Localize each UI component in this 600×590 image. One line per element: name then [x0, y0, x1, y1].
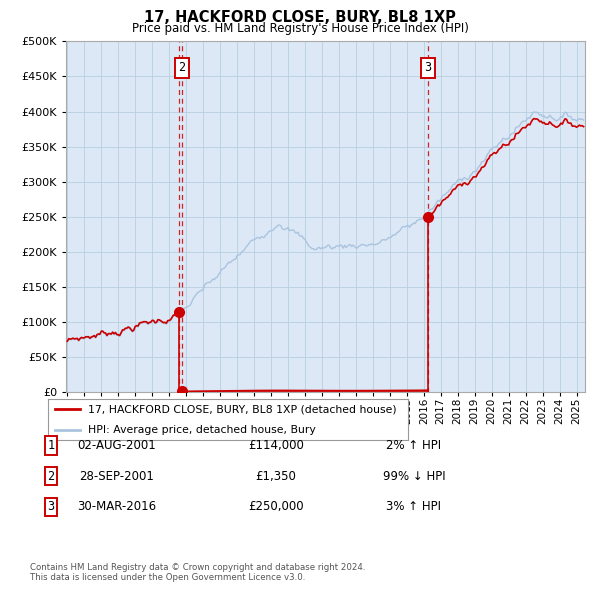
Text: £1,350: £1,350 [256, 470, 296, 483]
Text: 1: 1 [47, 439, 55, 452]
Text: 17, HACKFORD CLOSE, BURY, BL8 1XP: 17, HACKFORD CLOSE, BURY, BL8 1XP [144, 10, 456, 25]
Text: 2: 2 [47, 470, 55, 483]
Text: £114,000: £114,000 [248, 439, 304, 452]
Text: 3% ↑ HPI: 3% ↑ HPI [386, 500, 442, 513]
Text: HPI: Average price, detached house, Bury: HPI: Average price, detached house, Bury [88, 425, 316, 434]
Text: 2: 2 [178, 61, 185, 74]
Text: 3: 3 [424, 61, 431, 74]
Text: 02-AUG-2001: 02-AUG-2001 [77, 439, 157, 452]
Text: £250,000: £250,000 [248, 500, 304, 513]
Text: Price paid vs. HM Land Registry's House Price Index (HPI): Price paid vs. HM Land Registry's House … [131, 22, 469, 35]
Text: 99% ↓ HPI: 99% ↓ HPI [383, 470, 445, 483]
Text: 28-SEP-2001: 28-SEP-2001 [80, 470, 154, 483]
Text: 2% ↑ HPI: 2% ↑ HPI [386, 439, 442, 452]
Text: This data is licensed under the Open Government Licence v3.0.: This data is licensed under the Open Gov… [30, 573, 305, 582]
Text: 3: 3 [47, 500, 55, 513]
Text: 30-MAR-2016: 30-MAR-2016 [77, 500, 157, 513]
Text: 17, HACKFORD CLOSE, BURY, BL8 1XP (detached house): 17, HACKFORD CLOSE, BURY, BL8 1XP (detac… [88, 405, 396, 414]
Text: Contains HM Land Registry data © Crown copyright and database right 2024.: Contains HM Land Registry data © Crown c… [30, 563, 365, 572]
